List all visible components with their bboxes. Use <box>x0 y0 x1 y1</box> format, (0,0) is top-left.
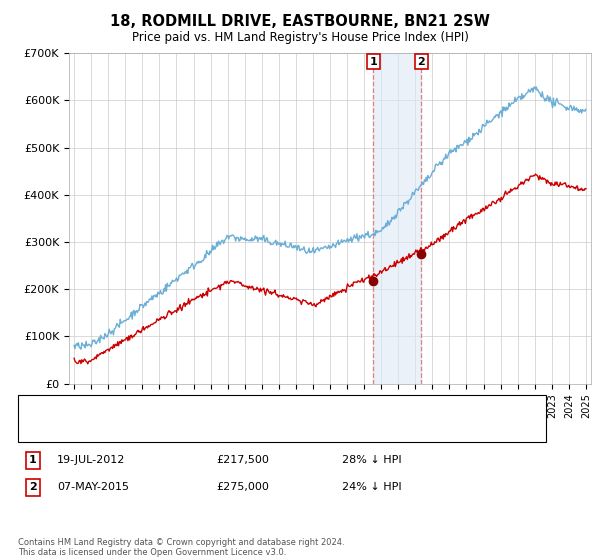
Text: HPI: Average price, detached house, Eastbourne: HPI: Average price, detached house, East… <box>63 423 315 433</box>
Text: 24% ↓ HPI: 24% ↓ HPI <box>342 482 401 492</box>
Text: 18, RODMILL DRIVE, EASTBOURNE, BN21 2SW (detached house): 18, RODMILL DRIVE, EASTBOURNE, BN21 2SW … <box>63 402 398 412</box>
Text: ——: —— <box>30 422 55 435</box>
Text: 2: 2 <box>29 482 37 492</box>
Text: 1: 1 <box>29 455 37 465</box>
Text: ——: —— <box>30 400 55 414</box>
Text: Contains HM Land Registry data © Crown copyright and database right 2024.
This d: Contains HM Land Registry data © Crown c… <box>18 538 344 557</box>
Text: Price paid vs. HM Land Registry's House Price Index (HPI): Price paid vs. HM Land Registry's House … <box>131 31 469 44</box>
Text: 07-MAY-2015: 07-MAY-2015 <box>57 482 129 492</box>
Text: 19-JUL-2012: 19-JUL-2012 <box>57 455 125 465</box>
Text: 18, RODMILL DRIVE, EASTBOURNE, BN21 2SW: 18, RODMILL DRIVE, EASTBOURNE, BN21 2SW <box>110 14 490 29</box>
Text: 28% ↓ HPI: 28% ↓ HPI <box>342 455 401 465</box>
Text: 2: 2 <box>418 57 425 67</box>
Text: 1: 1 <box>370 57 377 67</box>
Bar <box>373 53 421 384</box>
Text: £217,500: £217,500 <box>216 455 269 465</box>
Text: £275,000: £275,000 <box>216 482 269 492</box>
